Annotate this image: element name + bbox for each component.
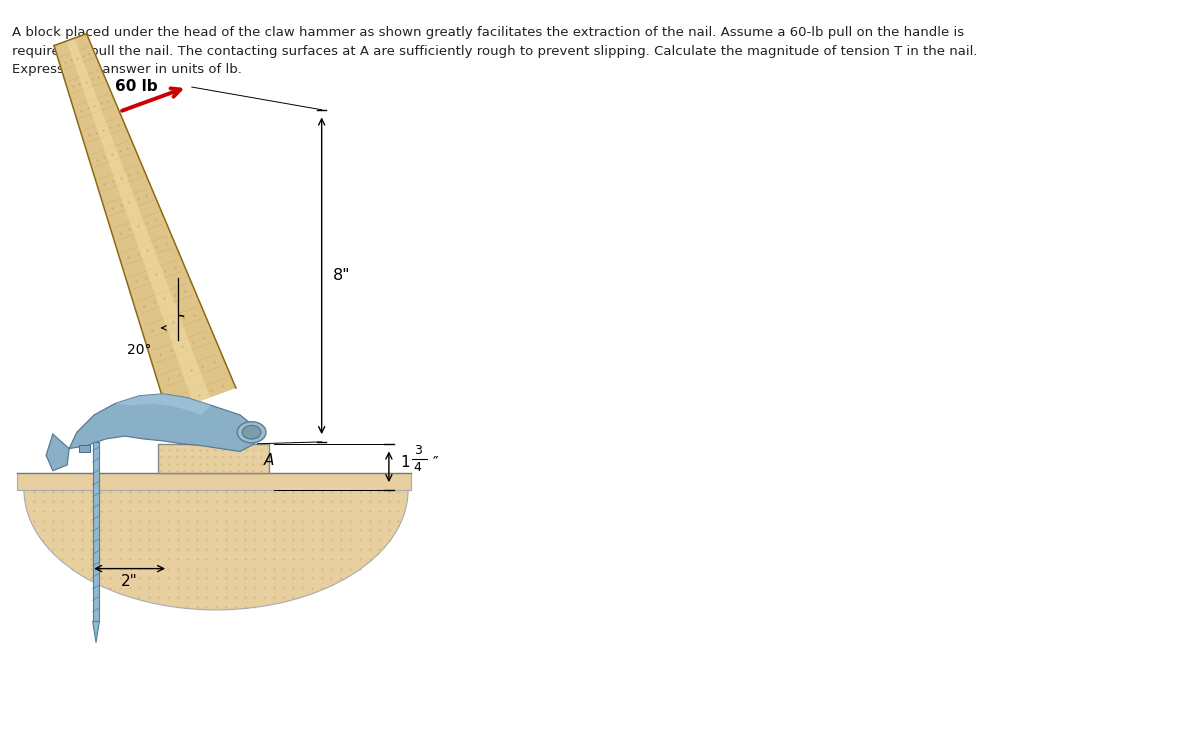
Ellipse shape xyxy=(242,425,260,439)
Text: 20°: 20° xyxy=(127,343,151,357)
Text: 4: 4 xyxy=(414,461,421,474)
Bar xyxy=(0,250,528,490)
Bar xyxy=(17,473,410,490)
Ellipse shape xyxy=(238,422,266,443)
Bar xyxy=(17,473,410,490)
Polygon shape xyxy=(54,34,236,413)
Polygon shape xyxy=(115,394,211,415)
Polygon shape xyxy=(92,621,100,643)
Text: 8": 8" xyxy=(334,269,350,283)
Text: A block placed under the head of the claw hammer as shown greatly facilitates th: A block placed under the head of the cla… xyxy=(12,26,977,76)
Polygon shape xyxy=(66,38,210,403)
Bar xyxy=(158,444,269,473)
Bar xyxy=(92,442,100,621)
Text: 2": 2" xyxy=(121,575,138,589)
Text: ″: ″ xyxy=(433,455,439,471)
Polygon shape xyxy=(46,394,254,471)
Text: 1: 1 xyxy=(401,455,410,471)
Bar xyxy=(79,445,90,452)
Text: 3: 3 xyxy=(414,444,421,458)
Text: 60 lb: 60 lb xyxy=(114,79,157,94)
Ellipse shape xyxy=(24,370,408,610)
Text: A: A xyxy=(264,453,275,468)
